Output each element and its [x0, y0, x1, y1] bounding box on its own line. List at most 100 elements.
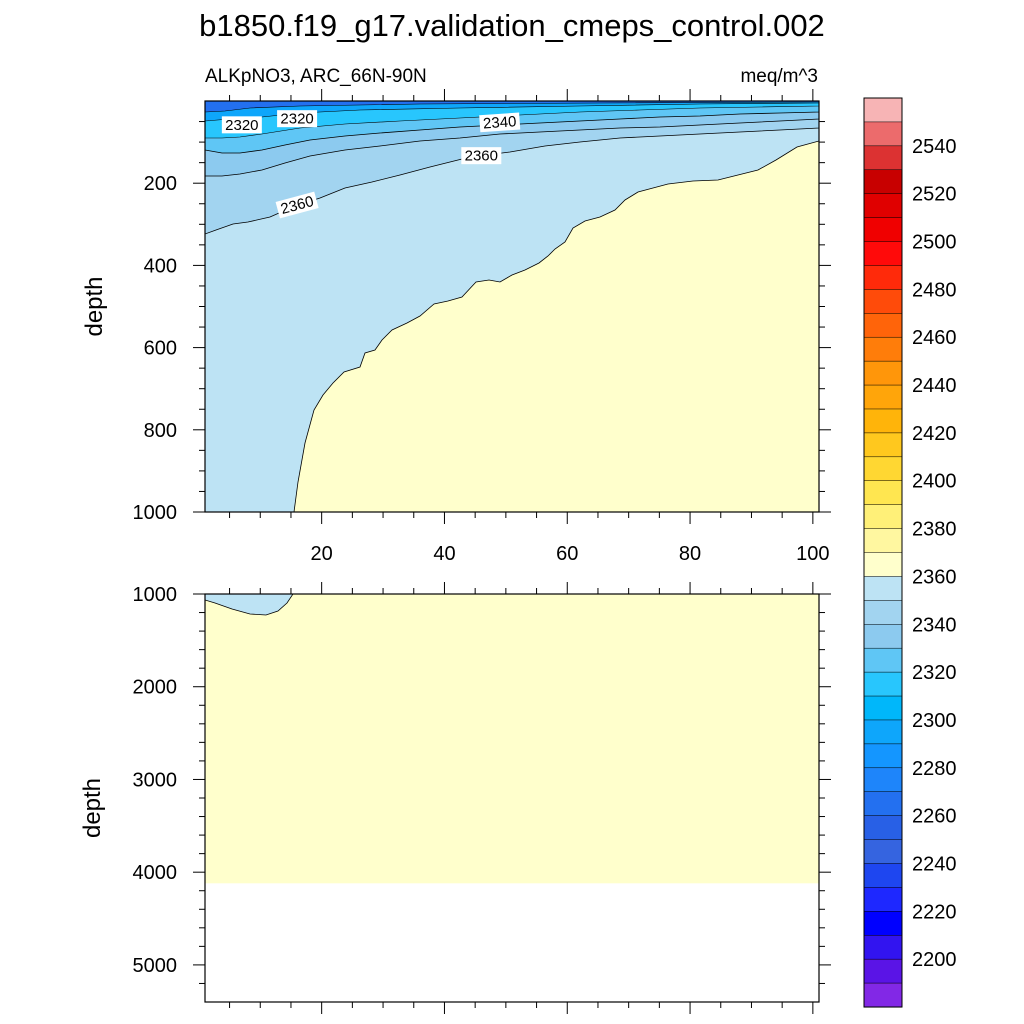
upper-axes: 200 400 600 800 1000 20 40 60 80 100 [133, 89, 831, 565]
y-tick-label: 200 [144, 173, 177, 195]
y-tick-label: 400 [144, 255, 177, 277]
colorbar-label: 2300 [912, 710, 957, 732]
colorbar-box [863, 480, 903, 506]
contour-label-box [275, 191, 319, 219]
colorbar-label: 2420 [912, 423, 957, 445]
region-2360 [205, 101, 819, 512]
y-tick-label: 1000 [133, 502, 178, 524]
lower-panel: 1000 2000 3000 4000 5000 depth [79, 582, 831, 1014]
colorbar-label: 2540 [912, 136, 957, 158]
lower-axes: 1000 2000 3000 4000 5000 [133, 582, 831, 1014]
contour-label-text: 2340 [483, 113, 517, 132]
colorbar-box [863, 863, 903, 888]
colorbar-box [863, 911, 903, 936]
upper-ylabel: depth [81, 276, 108, 336]
colorbar-box [863, 336, 903, 362]
colorbar-label: 2260 [912, 806, 957, 828]
colorbar-box [863, 289, 903, 314]
y-tick-label: 2000 [133, 677, 178, 699]
region-2360-deep [205, 594, 294, 616]
lower-ylabel: depth [79, 778, 106, 838]
x-tick-label: 80 [679, 543, 701, 565]
contour-label-box [277, 110, 318, 128]
contour-label-box [461, 147, 502, 165]
right-string: meq/m^3 [740, 66, 818, 87]
colorbar-box [863, 791, 903, 817]
colorbar-label: 2520 [912, 184, 957, 206]
colorbar-box [863, 432, 903, 458]
colorbar-box [863, 982, 903, 1008]
colorbar-box [863, 169, 903, 195]
upper-fills [205, 101, 819, 512]
contour-label-box [221, 116, 262, 134]
region-below-2320 [205, 101, 819, 113]
colorbar-box [863, 528, 903, 554]
colorbar-box [863, 456, 903, 482]
colorbar-box [863, 743, 903, 769]
colorbar-label: 2200 [912, 949, 957, 971]
colorbar-box [863, 767, 903, 793]
x-tick-label: 40 [433, 543, 455, 565]
colorbar-box [863, 265, 903, 290]
colorbar-box [863, 695, 903, 721]
colorbar-box [863, 313, 903, 338]
colorbar-box [863, 504, 903, 530]
colorbar-label: 2460 [912, 327, 957, 349]
colorbar-box [863, 552, 903, 577]
colorbar-box [863, 384, 903, 410]
contour-label-text: 2360 [465, 148, 498, 165]
colorbar-label: 2280 [912, 758, 957, 780]
colorbar-label: 2360 [912, 566, 957, 588]
colorbar-box [863, 121, 903, 147]
y-tick-label: 600 [144, 338, 177, 360]
y-tick-label: 1000 [133, 584, 178, 606]
contour-label-text: 2320 [280, 111, 313, 128]
colorbar-label: 2440 [912, 375, 957, 397]
colorbar-box [863, 600, 903, 625]
colorbar-label: 2380 [912, 519, 957, 541]
colorbar-label: 2220 [912, 901, 957, 923]
colorbar-box [863, 360, 903, 386]
x-tick-label: 100 [796, 543, 829, 565]
colorbar-label: 2400 [912, 471, 957, 493]
colorbar-box [863, 241, 903, 266]
lower-fills [205, 594, 819, 884]
contour-label-3: 2360 [461, 147, 502, 165]
y-tick-label: 5000 [133, 955, 178, 977]
colorbar-box [863, 719, 903, 745]
colorbar-box [863, 671, 903, 697]
colorbar-box [863, 217, 903, 243]
colorbar: 2540 2520 2500 2480 2460 2440 2420 2400 2380 2360… [863, 97, 957, 1008]
colorbar-label: 2320 [912, 662, 957, 684]
colorbar-label: 2500 [912, 232, 957, 254]
colorbar-frame [863, 97, 903, 1008]
contour-label-2: 2340 [479, 112, 521, 133]
colorbar-box [863, 624, 903, 649]
chart-title: b1850.f19_g17.validation_cmeps_control.0… [199, 8, 825, 43]
contour-label-text: 2320 [225, 117, 258, 134]
contour-label-1: 2320 [277, 110, 318, 128]
contour-label-box [479, 112, 521, 133]
colorbar-box [863, 815, 903, 841]
colorbar-label: 2240 [912, 853, 957, 875]
region-2380-plus-deep [205, 594, 819, 884]
colorbar-box [863, 887, 903, 912]
colorbar-box [863, 839, 903, 865]
y-tick-label: 800 [144, 420, 177, 442]
x-tick-label: 20 [311, 543, 333, 565]
colorbar-box [863, 145, 903, 171]
colorbar-label: 2480 [912, 279, 957, 301]
colorbar-box [863, 958, 903, 984]
colorbar-box [863, 408, 903, 434]
y-tick-label: 4000 [133, 862, 178, 884]
colorbar-box [863, 647, 903, 673]
colorbar-box [863, 576, 903, 601]
y-tick-label: 3000 [133, 769, 178, 791]
colorbar-box [863, 934, 903, 960]
left-string: ALKpNO3, ARC_66N-90N [205, 66, 427, 87]
colorbar-box [863, 193, 903, 219]
contour-label-0: 2320 [221, 116, 262, 134]
x-tick-label: 60 [556, 543, 578, 565]
